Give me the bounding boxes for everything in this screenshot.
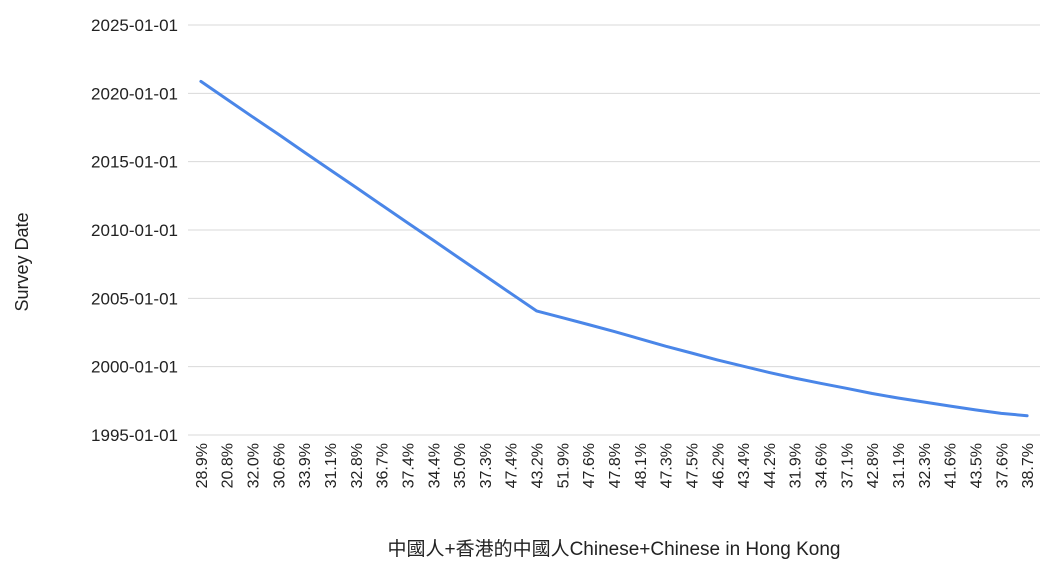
x-axis-ticks: 28.9% 20.8% 32.0% 30.6% 33.9% 31.1% 32.8% 36.7%… [194,443,1037,488]
x-tick-label: 47.4% [504,443,521,488]
x-tick-label: 35.0% [452,443,469,488]
x-tick-label: 31.9% [788,443,805,488]
x-tick-label: 38.7% [1020,443,1037,488]
x-axis-title: 中國人+香港的中國人Chinese+Chinese in Hong Kong [387,538,840,560]
x-tick-label: 32.0% [246,443,263,488]
x-tick-label: 28.9% [194,443,211,488]
x-tick-label: 43.4% [736,443,753,488]
x-tick-label: 36.7% [375,443,392,488]
x-tick-label: 37.4% [400,443,417,488]
x-tick-label: 41.6% [943,443,960,488]
y-tick-label: 2000-01-01 [91,358,178,377]
y-axis-ticks: 1995-01-01 2000-01-01 2005-01-01 2010-01-01… [91,16,178,445]
y-tick-label: 2005-01-01 [91,289,178,308]
x-tick-label: 47.8% [607,443,624,488]
x-tick-label: 37.3% [478,443,495,488]
series-line-0 [199,79,1029,418]
x-tick-label: 51.9% [555,443,572,488]
x-tick-label: 46.2% [710,443,727,488]
x-tick-label: 37.1% [839,443,856,488]
x-tick-label: 37.6% [994,443,1011,488]
x-tick-label: 34.6% [814,443,831,488]
x-tick-label: 32.8% [349,443,366,488]
x-tick-label: 31.1% [891,443,908,488]
x-tick-label: 20.8% [220,443,237,488]
x-tick-label: 44.2% [762,443,779,488]
x-tick-label: 30.6% [271,443,288,488]
x-tick-label: 32.3% [917,443,934,488]
y-axis-title: Survey Date [12,212,32,311]
x-tick-label: 43.5% [968,443,985,488]
x-tick-label: 33.9% [297,443,314,488]
y-tick-label: 2010-01-01 [91,221,178,240]
y-tick-label: 2025-01-01 [91,16,178,35]
x-tick-label: 48.1% [633,443,650,488]
x-tick-label: 47.6% [581,443,598,488]
series-layer [199,79,1029,418]
x-tick-label: 34.4% [426,443,443,488]
x-tick-label: 43.2% [530,443,547,488]
x-tick-label: 47.5% [684,443,701,488]
gridlines [188,24,1040,436]
x-tick-label: 47.3% [659,443,676,488]
x-tick-label: 42.8% [865,443,882,488]
y-tick-label: 2015-01-01 [91,153,178,172]
y-tick-label: 2020-01-01 [91,84,178,103]
x-tick-label: 31.1% [323,443,340,488]
y-tick-label: 1995-01-01 [91,426,178,445]
